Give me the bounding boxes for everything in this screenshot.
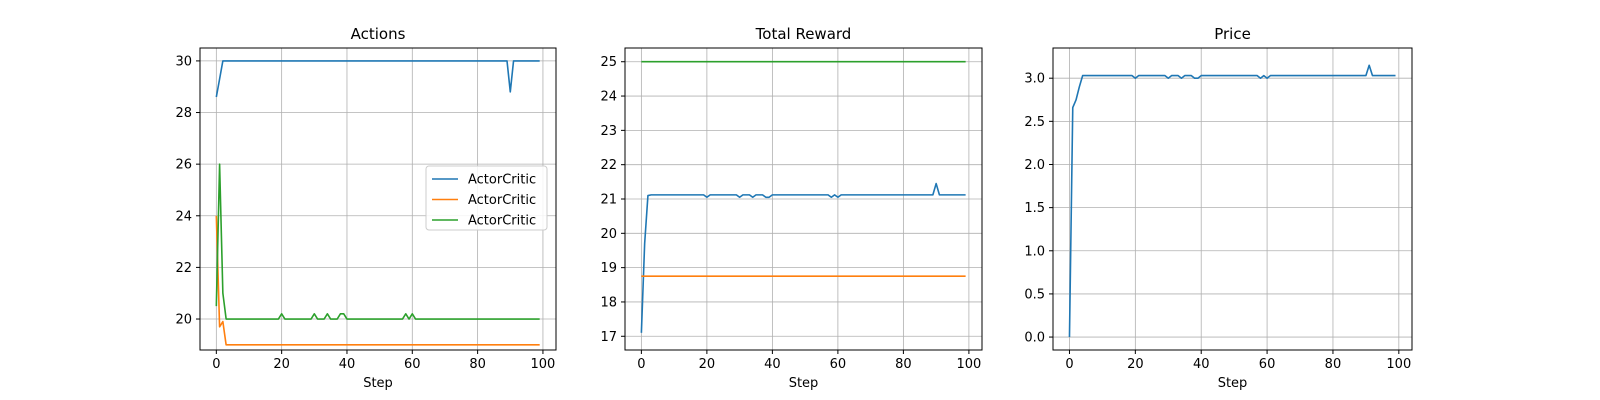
x-tick-label: 20 xyxy=(699,357,716,372)
x-tick-label: 40 xyxy=(764,357,781,372)
legend-box xyxy=(425,165,548,231)
x-axis-label: Step xyxy=(789,376,819,391)
series-line-1 xyxy=(1068,64,1396,338)
plot-frame xyxy=(199,47,557,351)
x-tick-label: 80 xyxy=(469,357,486,372)
x-tick-label: 20 xyxy=(273,357,290,372)
x-tick-label: 60 xyxy=(404,357,421,372)
x-tick-label: 100 xyxy=(1386,357,1411,372)
y-tick-label: 23 xyxy=(600,124,617,139)
plot-frame xyxy=(1052,47,1413,351)
y-tick-label: 24 xyxy=(175,209,192,224)
legend-label: ActorCritic xyxy=(468,193,536,208)
y-tick-label: 22 xyxy=(600,158,617,173)
x-tick-label: 0 xyxy=(637,357,645,372)
y-tick-label: 28 xyxy=(175,106,192,121)
y-tick-label: 18 xyxy=(600,295,617,310)
series-line-3 xyxy=(215,163,540,320)
y-tick-label: 25 xyxy=(600,55,617,70)
x-tick-label: 80 xyxy=(895,357,912,372)
y-tick-label: 1.5 xyxy=(1024,201,1045,216)
x-tick-label: 60 xyxy=(830,357,847,372)
y-tick-label: 22 xyxy=(175,261,192,276)
y-tick-label: 2.0 xyxy=(1024,158,1045,173)
chart-panel-2: 0 20 40 60 80 100 17 18 19 20 21 22 23 24 25 Total Rewa… xyxy=(600,25,983,391)
grid xyxy=(1053,48,1412,350)
y-tick-label: 30 xyxy=(175,54,192,69)
y-tick-label: 3.0 xyxy=(1024,72,1045,87)
x-tick-label: 40 xyxy=(339,357,356,372)
y-tick-label: 24 xyxy=(600,90,617,105)
y-tick-label: 21 xyxy=(600,193,617,208)
x-tick-label: 80 xyxy=(1325,357,1342,372)
x-tick-label: 40 xyxy=(1193,357,1210,372)
y-tick-label: 20 xyxy=(600,227,617,242)
x-axis-label: Step xyxy=(1218,376,1248,391)
chart-panel-3: 0 20 40 60 80 100 0.0 0.5 1.0 1.5 2.0 2.5 3.0 Price St… xyxy=(1024,25,1413,391)
legend-label: ActorCritic xyxy=(468,173,536,188)
y-tick-label: 19 xyxy=(600,261,617,276)
chart-title: Total Reward xyxy=(755,25,852,43)
chart-panel-1: 0 20 40 60 80 100 20 22 24 26 28 30 Actions Step Actor… xyxy=(175,25,557,391)
y-tick-label: 17 xyxy=(600,330,617,345)
series-line-1 xyxy=(215,60,540,98)
x-axis-label: Step xyxy=(363,376,393,391)
series-line-1 xyxy=(640,182,966,333)
x-tick-label: 100 xyxy=(531,357,556,372)
chart-title: Actions xyxy=(351,25,406,43)
series-line-2 xyxy=(215,215,540,346)
y-tick-label: 0.5 xyxy=(1024,287,1045,302)
y-tick-label: 2.5 xyxy=(1024,115,1045,130)
grid xyxy=(625,48,982,350)
y-tick-label: 1.0 xyxy=(1024,244,1045,259)
legend-label: ActorCritic xyxy=(468,214,536,229)
x-tick-label: 0 xyxy=(1065,357,1073,372)
x-tick-label: 60 xyxy=(1259,357,1276,372)
chart-title: Price xyxy=(1214,25,1251,43)
x-tick-label: 0 xyxy=(212,357,220,372)
y-tick-label: 0.0 xyxy=(1024,331,1045,346)
x-tick-label: 100 xyxy=(956,357,981,372)
legend: ActorCritic ActorCritic ActorCritic xyxy=(425,165,548,231)
x-tick-label: 20 xyxy=(1127,357,1144,372)
y-tick-label: 20 xyxy=(175,313,192,328)
y-tick-label: 26 xyxy=(175,158,192,173)
